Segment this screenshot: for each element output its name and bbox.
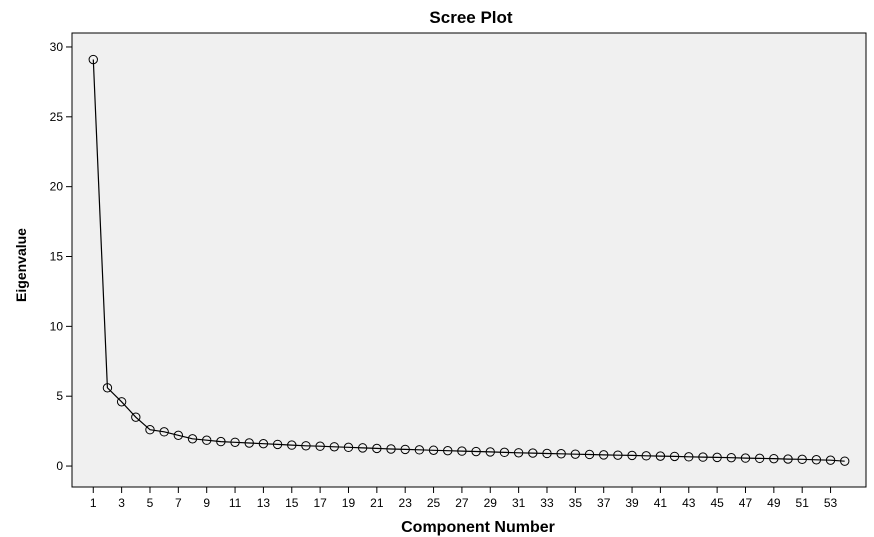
data-point — [840, 456, 850, 466]
plot-area — [71, 32, 867, 488]
data-point — [684, 452, 694, 462]
y-axis: 0 5 10 15 20 25 30 — [50, 40, 72, 473]
data-point — [230, 437, 240, 447]
data-point — [627, 450, 637, 461]
data-point — [173, 430, 184, 441]
x-tick-label: 41 — [654, 496, 668, 510]
data-point — [641, 451, 651, 461]
series-layer — [88, 54, 850, 466]
data-point — [357, 443, 368, 453]
y-tick-label: 0 — [56, 459, 63, 473]
series-line — [92, 59, 845, 462]
y-tick-label: 20 — [50, 180, 64, 194]
x-tick-label: 39 — [625, 496, 639, 510]
data-point — [443, 445, 453, 456]
data-point — [542, 448, 552, 459]
x-tick-label: 27 — [455, 496, 469, 510]
data-point — [726, 452, 737, 463]
data-point — [598, 450, 609, 460]
x-tick-label: 43 — [682, 496, 696, 510]
data-point — [301, 441, 311, 451]
data-point — [329, 442, 340, 452]
data-point — [457, 446, 467, 456]
data-point — [655, 451, 666, 461]
x-tick-label: 47 — [739, 496, 753, 510]
data-point — [499, 447, 510, 458]
data-point — [131, 412, 141, 422]
data-point — [740, 453, 751, 463]
y-tick-label: 30 — [50, 40, 64, 54]
data-point — [400, 444, 410, 455]
chart-title: Scree Plot — [429, 8, 512, 27]
x-tick-label: 37 — [597, 496, 611, 510]
data-point — [698, 452, 708, 462]
data-point — [343, 442, 354, 453]
data-point — [414, 445, 425, 455]
y-tick-label: 15 — [50, 250, 64, 264]
x-tick-label: 53 — [824, 496, 838, 510]
data-point — [201, 435, 212, 445]
data-point — [797, 454, 807, 465]
data-point — [825, 455, 836, 465]
data-point — [584, 449, 595, 460]
data-point — [159, 427, 169, 437]
data-point — [145, 425, 155, 435]
x-tick-label: 19 — [342, 496, 356, 510]
data-point — [102, 383, 113, 393]
data-point — [570, 449, 581, 459]
data-point — [116, 397, 127, 407]
x-tick-label: 33 — [540, 496, 554, 510]
x-tick-label: 15 — [285, 496, 299, 510]
data-point — [258, 438, 269, 449]
data-point — [811, 455, 822, 465]
x-tick-label: 35 — [569, 496, 583, 510]
x-tick-label: 5 — [147, 496, 154, 510]
x-axis: 1 3 5 7 9 11 13 15 17 19 21 23 25 27 29 31 33 35 37 39 41 43 4… — [90, 487, 838, 510]
x-axis-label: Component Number — [401, 519, 555, 536]
data-point — [88, 54, 98, 65]
x-tick-label: 31 — [512, 496, 526, 510]
x-tick-label: 17 — [313, 496, 327, 510]
data-point — [485, 447, 495, 457]
y-tick-label: 25 — [50, 110, 64, 124]
data-point — [428, 445, 439, 455]
data-point — [187, 434, 198, 444]
y-axis-label: Eigenvalue — [13, 228, 29, 302]
data-point — [556, 449, 566, 459]
x-tick-label: 21 — [370, 496, 384, 510]
x-tick-label: 11 — [229, 496, 242, 510]
data-point — [712, 452, 722, 463]
x-tick-label: 49 — [767, 496, 781, 510]
y-tick-label: 5 — [56, 389, 63, 403]
x-tick-label: 29 — [484, 496, 498, 510]
x-tick-label: 23 — [399, 496, 413, 510]
data-point — [471, 446, 481, 457]
x-tick-label: 25 — [427, 496, 441, 510]
data-point — [287, 440, 297, 450]
data-point — [216, 436, 226, 447]
data-point — [244, 438, 254, 448]
data-point — [372, 443, 382, 454]
data-point — [528, 448, 538, 458]
x-tick-label: 7 — [175, 496, 182, 510]
x-tick-label: 1 — [90, 496, 97, 510]
y-tick-label: 10 — [50, 319, 64, 333]
data-point — [513, 448, 524, 458]
data-point — [754, 453, 765, 464]
x-tick-label: 3 — [118, 496, 125, 510]
data-point — [769, 453, 779, 464]
data-point — [315, 441, 325, 451]
x-tick-label: 51 — [796, 496, 810, 510]
x-tick-label: 45 — [710, 496, 724, 510]
data-point — [386, 444, 396, 454]
data-point — [613, 450, 623, 460]
data-point — [783, 454, 793, 464]
x-tick-label: 9 — [203, 496, 210, 510]
data-point — [669, 451, 680, 462]
x-tick-label: 13 — [257, 496, 271, 510]
data-point — [272, 439, 283, 450]
